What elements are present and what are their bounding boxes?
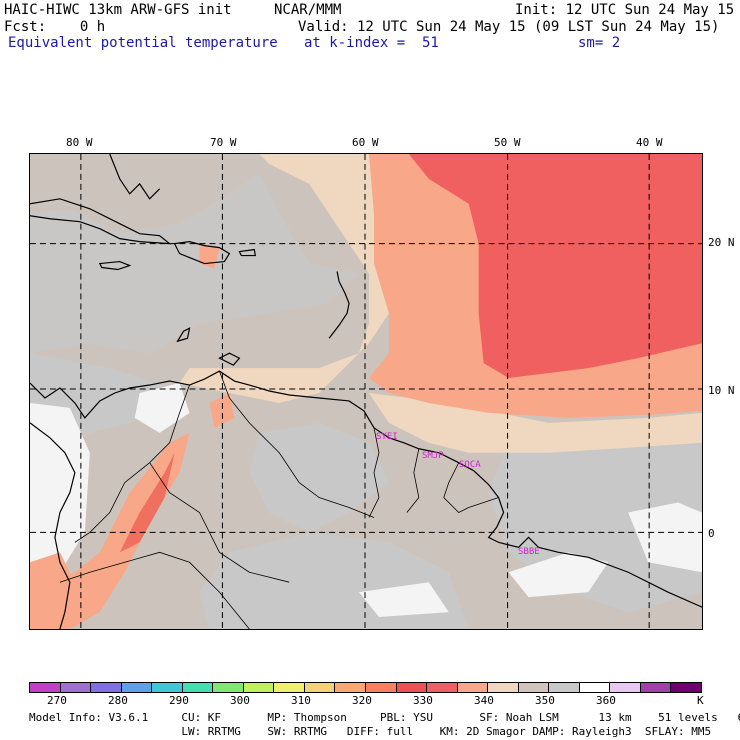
station-label-soca: SOCA [459, 460, 481, 470]
station-label-sbbe: SBBE [518, 547, 540, 557]
colorbar-swatch [366, 683, 397, 692]
colorbar-swatch [671, 683, 702, 692]
colorbar-unit: K [697, 694, 704, 707]
model-title: HAIC-HIWC 13km ARW-GFS init [4, 2, 232, 18]
colorbar-swatch [427, 683, 458, 692]
colorbar-swatch [335, 683, 367, 692]
lon-label-80w: 80 W [66, 136, 93, 149]
station-label-smjp: SMJP [422, 451, 444, 461]
colorbar-swatch [152, 683, 183, 692]
station-label-syei: SYEI [376, 432, 398, 442]
colorbar-label-270: 270 [47, 694, 67, 707]
colorbar-swatch [304, 683, 336, 692]
lon-label-70w: 70 W [210, 136, 237, 149]
colorbar-swatch [91, 683, 122, 692]
lon-label-60w: 60 W [352, 136, 379, 149]
colorbar-swatch [274, 683, 305, 692]
colorbar-swatch [396, 683, 428, 692]
colorbar-swatch [457, 683, 489, 692]
colorbar-swatch [640, 683, 672, 692]
theta-e-map [29, 153, 703, 630]
colorbar-swatch [182, 683, 214, 692]
colorbar-swatch [213, 683, 244, 692]
colorbar-label-340: 340 [474, 694, 494, 707]
lon-label-40w: 40 W [636, 136, 663, 149]
colorbar-swatch [518, 683, 550, 692]
lat-label-10n: 10 N [708, 384, 735, 397]
colorbar-label-300: 300 [230, 694, 250, 707]
model-info-line2: LW: RRTMG SW: RRTMG DIFF: full KM: 2D Sm… [29, 725, 712, 738]
colorbar-label-290: 290 [169, 694, 189, 707]
colorbar-swatch [579, 683, 611, 692]
lat-label-20n: 20 N [708, 236, 735, 249]
colorbar [29, 682, 702, 693]
lon-label-50w: 50 W [494, 136, 521, 149]
field-name: Equivalent potential temperature [8, 35, 278, 51]
level-index: at k-index = 51 [304, 35, 439, 51]
colorbar-label-310: 310 [291, 694, 311, 707]
colorbar-label-330: 330 [413, 694, 433, 707]
colorbar-swatch [549, 683, 580, 692]
colorbar-swatch [121, 683, 153, 692]
colorbar-swatch [488, 683, 519, 692]
smoothing: sm= 2 [578, 35, 621, 51]
org-label: NCAR/MMM [274, 2, 342, 18]
valid-time: Valid: 12 UTC Sun 24 May 15 (09 LST Sun … [298, 19, 720, 35]
colorbar-swatch [60, 683, 92, 692]
colorbar-label-280: 280 [108, 694, 128, 707]
colorbar-swatch [243, 683, 275, 692]
forecast-hour: Fcst: 0 h [4, 19, 106, 35]
colorbar-label-350: 350 [535, 694, 555, 707]
init-time: Init: 12 UTC Sun 24 May 15 [515, 2, 735, 18]
model-info-line1: Model Info: V3.6.1 CU: KF MP: Thompson P… [29, 711, 740, 724]
lat-label-0: 0 [708, 527, 715, 540]
colorbar-label-360: 360 [596, 694, 616, 707]
colorbar-label-320: 320 [352, 694, 372, 707]
colorbar-swatch [610, 683, 641, 692]
colorbar-swatch [30, 683, 61, 692]
